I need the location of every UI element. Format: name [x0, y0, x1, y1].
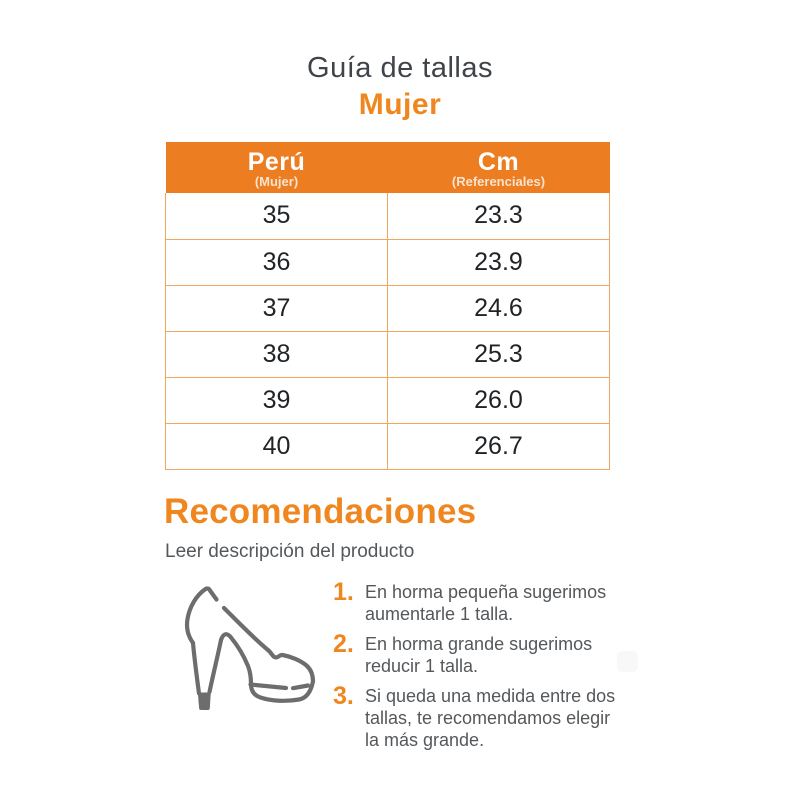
column-header-peru: Perú (Mujer) — [165, 142, 388, 193]
size-cell: 38 — [165, 330, 388, 378]
item-text: Si queda una medida entre dos tallas, te… — [365, 686, 616, 750]
column-label: Cm — [477, 148, 520, 176]
recommendations-title: Recomendaciones — [164, 492, 477, 531]
size-row: 35 23.3 — [165, 193, 610, 240]
page-title: Guía de tallas — [307, 52, 493, 84]
size-cell: 25.3 — [387, 330, 610, 378]
size-row: 36 23.9 — [165, 238, 610, 286]
size-table-body: 35 23.3 36 23.9 37 24.6 38 25.3 39 26.0 40 26.7 — [165, 193, 610, 470]
recommendation-item: 2. En horma grande sugerimos reducir 1 t… — [333, 630, 638, 677]
item-number: 1. — [333, 578, 354, 606]
size-table: Perú (Mujer) Cm (Referenciales) 35 23.3 36… — [165, 142, 610, 470]
column-label: Perú — [247, 148, 306, 176]
size-cell: 24.6 — [387, 284, 610, 332]
recommendations-list: 1. En horma pequeña sugerimos aumentarle… — [333, 578, 638, 759]
header-row: Perú (Mujer) Cm (Referenciales) — [165, 142, 610, 193]
item-text: En horma pequeña sugerimos aumentarle 1 … — [365, 582, 607, 624]
watermark-blob — [617, 651, 638, 672]
size-cell: 37 — [165, 284, 388, 332]
item-number: 3. — [333, 682, 354, 710]
item-text: En horma grande sugerimos reducir 1 tall… — [365, 634, 593, 676]
size-cell: 26.7 — [387, 422, 610, 470]
size-row: 37 24.6 — [165, 284, 610, 332]
size-table-header: Perú (Mujer) Cm (Referenciales) — [165, 142, 610, 193]
item-number: 2. — [333, 630, 354, 658]
column-sublabel: (Referenciales) — [451, 174, 546, 189]
recommendation-item: 3. Si queda una medida entre dos tallas,… — [333, 682, 638, 751]
size-row: 39 26.0 — [165, 376, 610, 424]
recommendations-subtitle: Leer descripción del producto — [165, 541, 415, 562]
size-cell: 36 — [165, 238, 388, 286]
size-cell: 26.0 — [387, 376, 610, 424]
page-subtitle-gender: Mujer — [358, 88, 442, 121]
size-row: 40 26.7 — [165, 422, 610, 470]
high-heel-shoe-icon — [184, 586, 316, 710]
size-cell: 35 — [165, 193, 388, 240]
size-row: 38 25.3 — [165, 330, 610, 378]
size-cell: 23.3 — [387, 193, 610, 240]
size-cell: 39 — [165, 376, 388, 424]
size-cell: 23.9 — [387, 238, 610, 286]
column-header-cm: Cm (Referenciales) — [387, 142, 610, 193]
column-sublabel: (Mujer) — [254, 174, 299, 189]
size-cell: 40 — [165, 422, 388, 470]
recommendation-item: 1. En horma pequeña sugerimos aumentarle… — [333, 578, 638, 625]
